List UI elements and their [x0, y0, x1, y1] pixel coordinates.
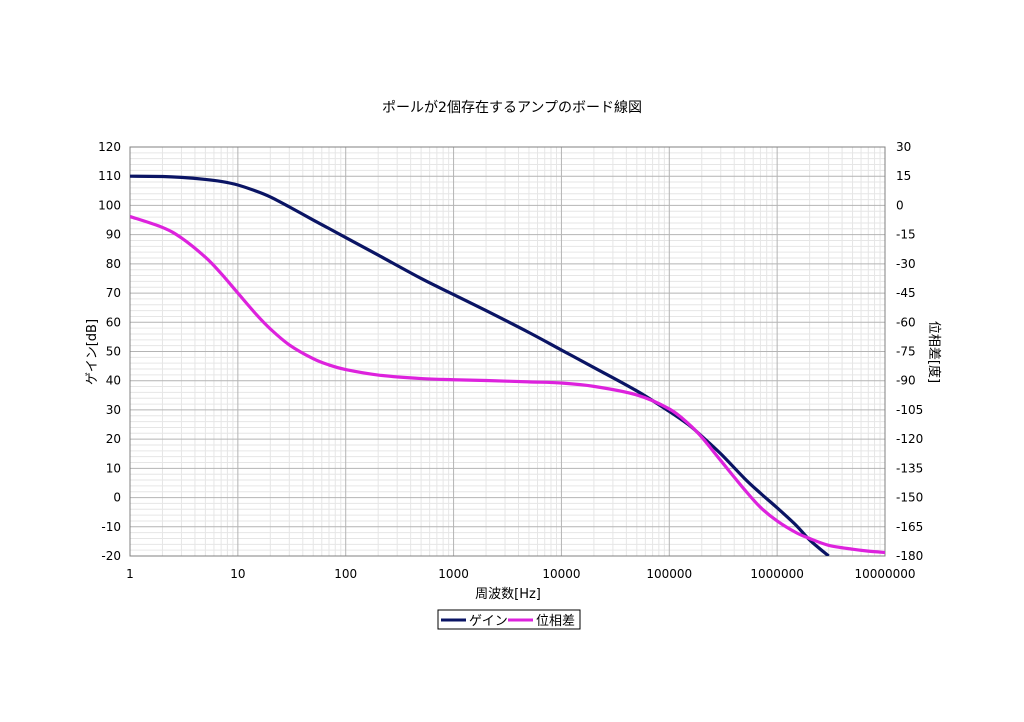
x-tick-label: 100000: [646, 567, 692, 581]
y2-tick-label: -165: [896, 520, 923, 534]
tick-labels: 1 10 100 1000 10000 100000 1000000 100000001201…: [98, 140, 923, 581]
x-tick-label: 1: [126, 567, 134, 581]
y-tick-label: -10: [101, 520, 121, 534]
y2-tick-label: -75: [896, 345, 916, 359]
y-tick-label: 0: [113, 491, 121, 505]
y-tick-label: 10: [106, 461, 121, 475]
y-tick-label: 80: [106, 257, 121, 271]
y-tick-label: 100: [98, 198, 121, 212]
y-tick-label: -20: [101, 549, 121, 563]
y2-tick-label: 0: [896, 198, 904, 212]
y-tick-label: 90: [106, 228, 121, 242]
x-tick-label: 1000000: [750, 567, 803, 581]
series-layer: [130, 174, 885, 556]
y-tick-label: 40: [106, 374, 121, 388]
y2-tick-label: -105: [896, 403, 923, 417]
y-tick-label: 50: [106, 345, 121, 359]
y-tick-label: 30: [106, 403, 121, 417]
y-tick-label: 120: [98, 140, 121, 154]
x-tick-label: 10000: [542, 567, 580, 581]
y-tick-label: 60: [106, 315, 121, 329]
gain-series-line: [130, 174, 830, 556]
legend-label-phase: 位相差: [536, 614, 575, 629]
x-tick-label: 1000: [438, 567, 469, 581]
chart-title: ポールが2個存在するアンプのボード線図: [382, 100, 642, 116]
y2-tick-label: -60: [896, 315, 916, 329]
y2-tick-label: -90: [896, 374, 916, 388]
x-tick-label: 10: [230, 567, 245, 581]
y2-tick-label: 30: [896, 140, 911, 154]
y-tick-label: 110: [98, 169, 121, 183]
y-tick-label: 20: [106, 432, 121, 446]
y2-tick-label: -120: [896, 432, 923, 446]
y2-tick-label: -180: [896, 549, 923, 563]
y2-tick-label: -15: [896, 228, 916, 242]
legend-label-gain: ゲイン: [469, 614, 508, 629]
y2-tick-label: -30: [896, 257, 916, 271]
plot-area-frame: [129, 146, 886, 557]
y2-tick-label: 15: [896, 169, 911, 183]
y2-axis-title: 位相差[度]: [926, 321, 942, 383]
x-axis-title: 周波数[Hz]: [475, 587, 541, 602]
y2-tick-label: -135: [896, 461, 923, 475]
legend: ゲイン 位相差: [437, 609, 581, 630]
x-tick-label: 100: [334, 567, 357, 581]
x-tick-label: 10000000: [854, 567, 915, 581]
y2-tick-label: -45: [896, 286, 916, 300]
phase-series-line: [130, 215, 885, 555]
y-axis-title: ゲイン[dB]: [85, 319, 100, 385]
y-tick-label: 70: [106, 286, 121, 300]
y2-tick-label: -150: [896, 491, 923, 505]
